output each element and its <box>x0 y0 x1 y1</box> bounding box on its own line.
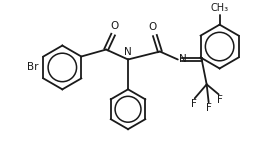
Text: N: N <box>179 54 187 64</box>
Text: F: F <box>206 103 212 113</box>
Text: N: N <box>124 48 132 58</box>
Text: F: F <box>217 95 222 105</box>
Text: F: F <box>191 99 197 109</box>
Text: O: O <box>149 22 157 32</box>
Text: Br: Br <box>27 62 38 72</box>
Text: CH₃: CH₃ <box>211 3 229 13</box>
Text: O: O <box>110 21 118 31</box>
